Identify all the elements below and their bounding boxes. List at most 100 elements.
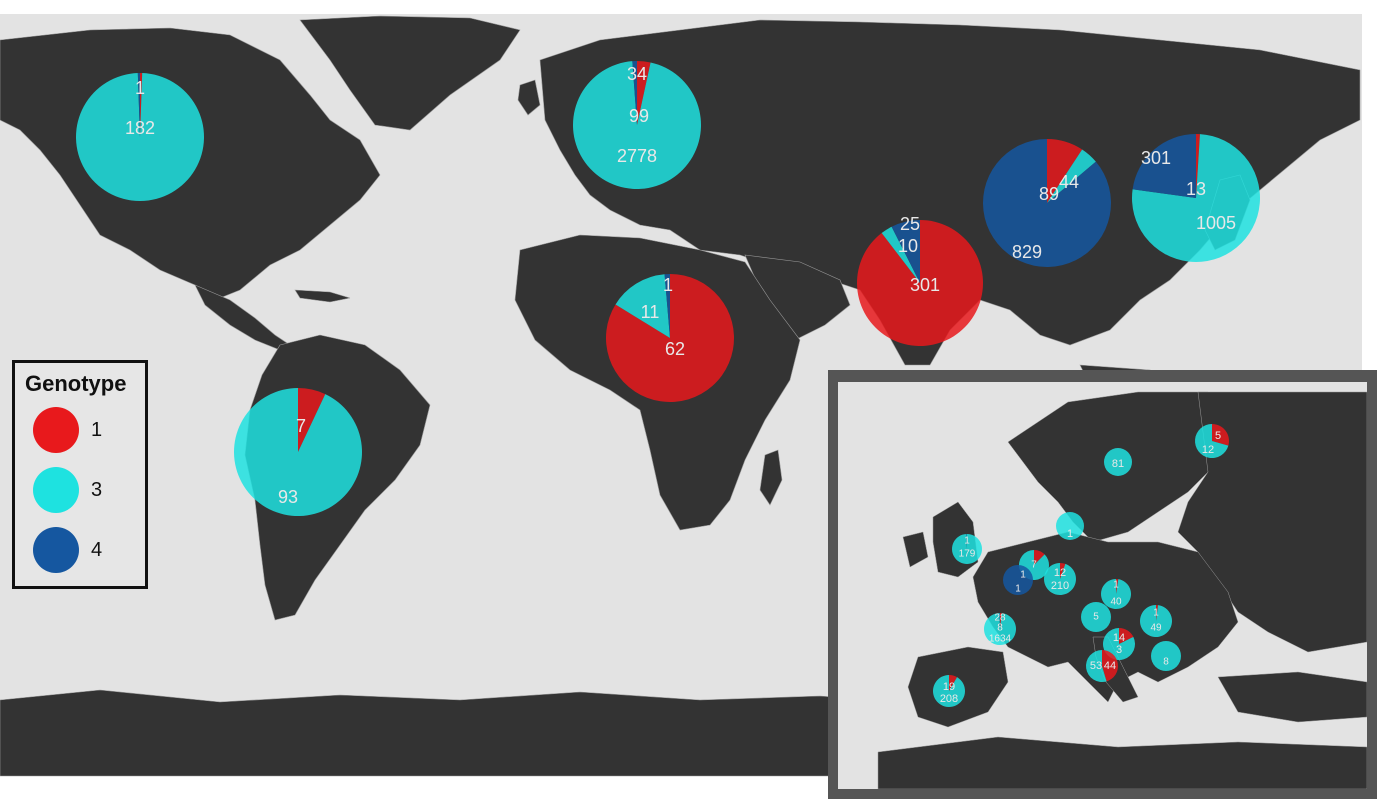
europe-slice-spain-g1 <box>949 675 958 691</box>
world-label-africa-0: 1 <box>663 275 673 295</box>
europe-pie-hungary: 149 <box>1140 605 1173 637</box>
world-slice-japan-g3 <box>1132 134 1260 262</box>
world-slice-north-america-g1 <box>140 73 143 137</box>
inset-land-turkey <box>1217 671 1367 723</box>
world-slice-africa-g4 <box>664 274 670 338</box>
europe-slice-italy-g1 <box>1102 650 1118 682</box>
world-label-africa-2: 62 <box>665 339 685 359</box>
europe-label-denmark-0: 1 <box>1067 528 1073 540</box>
europe-pie-italy: 53 44 <box>1086 650 1118 682</box>
europe-pie-switzerland: 5 <box>1081 602 1111 632</box>
world-slice-north-america-g3 <box>76 73 204 201</box>
europe-slice-hungary-g1 <box>1156 605 1159 621</box>
world-label-china-2: 829 <box>1012 242 1042 262</box>
europe-slice-czechia-g3 <box>1101 579 1131 609</box>
world-slice-china-g1 <box>1047 139 1083 203</box>
world-pie-europe: 34 99 2778 <box>573 61 701 190</box>
europe-label-germany-1: 210 <box>1051 580 1069 592</box>
world-slice-japan-g4 <box>1132 134 1196 198</box>
world-label-north-america-1: 182 <box>125 118 155 138</box>
europe-label-finland-0: 5 <box>1215 430 1221 442</box>
legend-label-genotype-1: 1 <box>91 419 103 441</box>
legend-item-genotype-4: 4 <box>33 527 143 573</box>
world-label-europe-0: 34 <box>627 64 647 84</box>
europe-label-northern-italy-0: 14 <box>1113 632 1125 644</box>
europe-label-belgium-1: 1 <box>1015 584 1021 595</box>
europe-slice-switzerland-g3 <box>1081 602 1111 632</box>
world-slice-europe-g3 <box>573 61 701 190</box>
world-label-japan-2: 1005 <box>1196 213 1236 233</box>
legend-swatch-genotype-3 <box>33 467 79 513</box>
europe-label-france-2: 1634 <box>989 634 1012 645</box>
legend-label-genotype-4: 4 <box>91 539 103 561</box>
world-label-south-asia-2: 301 <box>910 275 940 295</box>
world-slice-south-america-g1 <box>298 388 326 452</box>
world-slice-china-g3 <box>1047 149 1096 203</box>
europe-label-italy-1: 44 <box>1104 660 1116 672</box>
europe-label-spain-1: 208 <box>940 693 958 705</box>
world-pies: 1182349927787931116225103018944829301131… <box>76 61 1260 516</box>
europe-label-finland-1: 12 <box>1202 444 1214 456</box>
europe-slice-netherlands-g1 <box>1034 550 1045 565</box>
world-slice-africa-g3 <box>615 274 670 338</box>
world-label-south-america-0: 7 <box>296 416 306 436</box>
world-label-japan-1: 13 <box>1186 179 1206 199</box>
europe-slice-france-g1 <box>1000 613 1002 629</box>
world-label-china-1: 44 <box>1059 172 1079 192</box>
europe-inset: 5 12 81 1 1 179 7 1 1 12 210 1 40 1 49 28 8 1634 5 14 3 8 53 44… <box>828 370 1377 799</box>
world-label-europe-1: 99 <box>629 106 649 126</box>
europe-slice-uk-g3 <box>952 534 983 564</box>
europe-slice-italy-g3 <box>1086 650 1107 682</box>
europe-label-belgium-0: 1 <box>1020 570 1026 581</box>
europe-pie-czechia: 1 40 <box>1101 579 1131 609</box>
legend-label-genotype-3: 3 <box>91 479 103 501</box>
europe-label-czechia-1: 40 <box>1110 597 1122 608</box>
europe-slice-serbia-g3 <box>1151 641 1181 671</box>
europe-label-hungary-0: 1 <box>1153 608 1159 619</box>
inset-land-north-africa <box>877 736 1367 789</box>
europe-label-spain-0: 19 <box>943 681 955 693</box>
world-slice-south-america-g3 <box>234 388 362 516</box>
europe-slice-spain-g3 <box>933 675 965 707</box>
europe-label-hungary-1: 49 <box>1150 623 1162 634</box>
europe-label-sweden-0: 81 <box>1112 458 1124 470</box>
world-pie-japan: 301 13 1005 <box>1132 134 1260 262</box>
europe-label-switzerland-0: 5 <box>1093 612 1099 623</box>
europe-slice-finland-g1 <box>1212 424 1229 446</box>
land-eurasia <box>539 19 1361 366</box>
europe-pie-sweden: 81 <box>1104 448 1132 476</box>
europe-pie-finland: 512 <box>1195 424 1229 458</box>
world-label-north-america-0: 1 <box>135 78 145 98</box>
legend-swatch-genotype-1 <box>33 407 79 453</box>
legend-item-genotype-1: 1 <box>33 407 143 453</box>
europe-slice-hungary-g3 <box>1140 605 1173 637</box>
europe-slice-finland-g3 <box>1195 424 1229 458</box>
world-slice-europe-g1 <box>637 61 651 125</box>
world-label-africa-1: 11 <box>641 302 660 322</box>
europe-pie-serbia: 8 <box>1151 641 1181 671</box>
europe-slice-germany-g1 <box>1060 563 1066 579</box>
europe-slice-france-g3 <box>984 613 1016 645</box>
europe-label-germany-0: 12 <box>1054 567 1066 579</box>
europe-label-uk-1: 179 <box>959 549 976 560</box>
europe-pie-northern-italy: 143 <box>1103 628 1135 660</box>
land-antarctica <box>0 689 901 777</box>
europe-slice-belgium-g4 <box>1003 565 1033 595</box>
europe-slice-uk-g4 <box>966 534 967 549</box>
europe-label-netherlands-0: 7 <box>1031 560 1037 571</box>
world-label-japan-0: 301 <box>1141 148 1171 168</box>
legend-item-genotype-3: 3 <box>33 467 143 513</box>
world-slice-south-asia-g3 <box>881 226 920 283</box>
world-label-south-asia-0: 25 <box>900 214 920 234</box>
world-slice-north-america-g4 <box>137 73 140 137</box>
europe-label-czechia-0: 1 <box>1113 580 1119 591</box>
europe-slice-northern-italy-g3 <box>1103 628 1135 660</box>
legend-title: Genotype <box>25 371 127 396</box>
